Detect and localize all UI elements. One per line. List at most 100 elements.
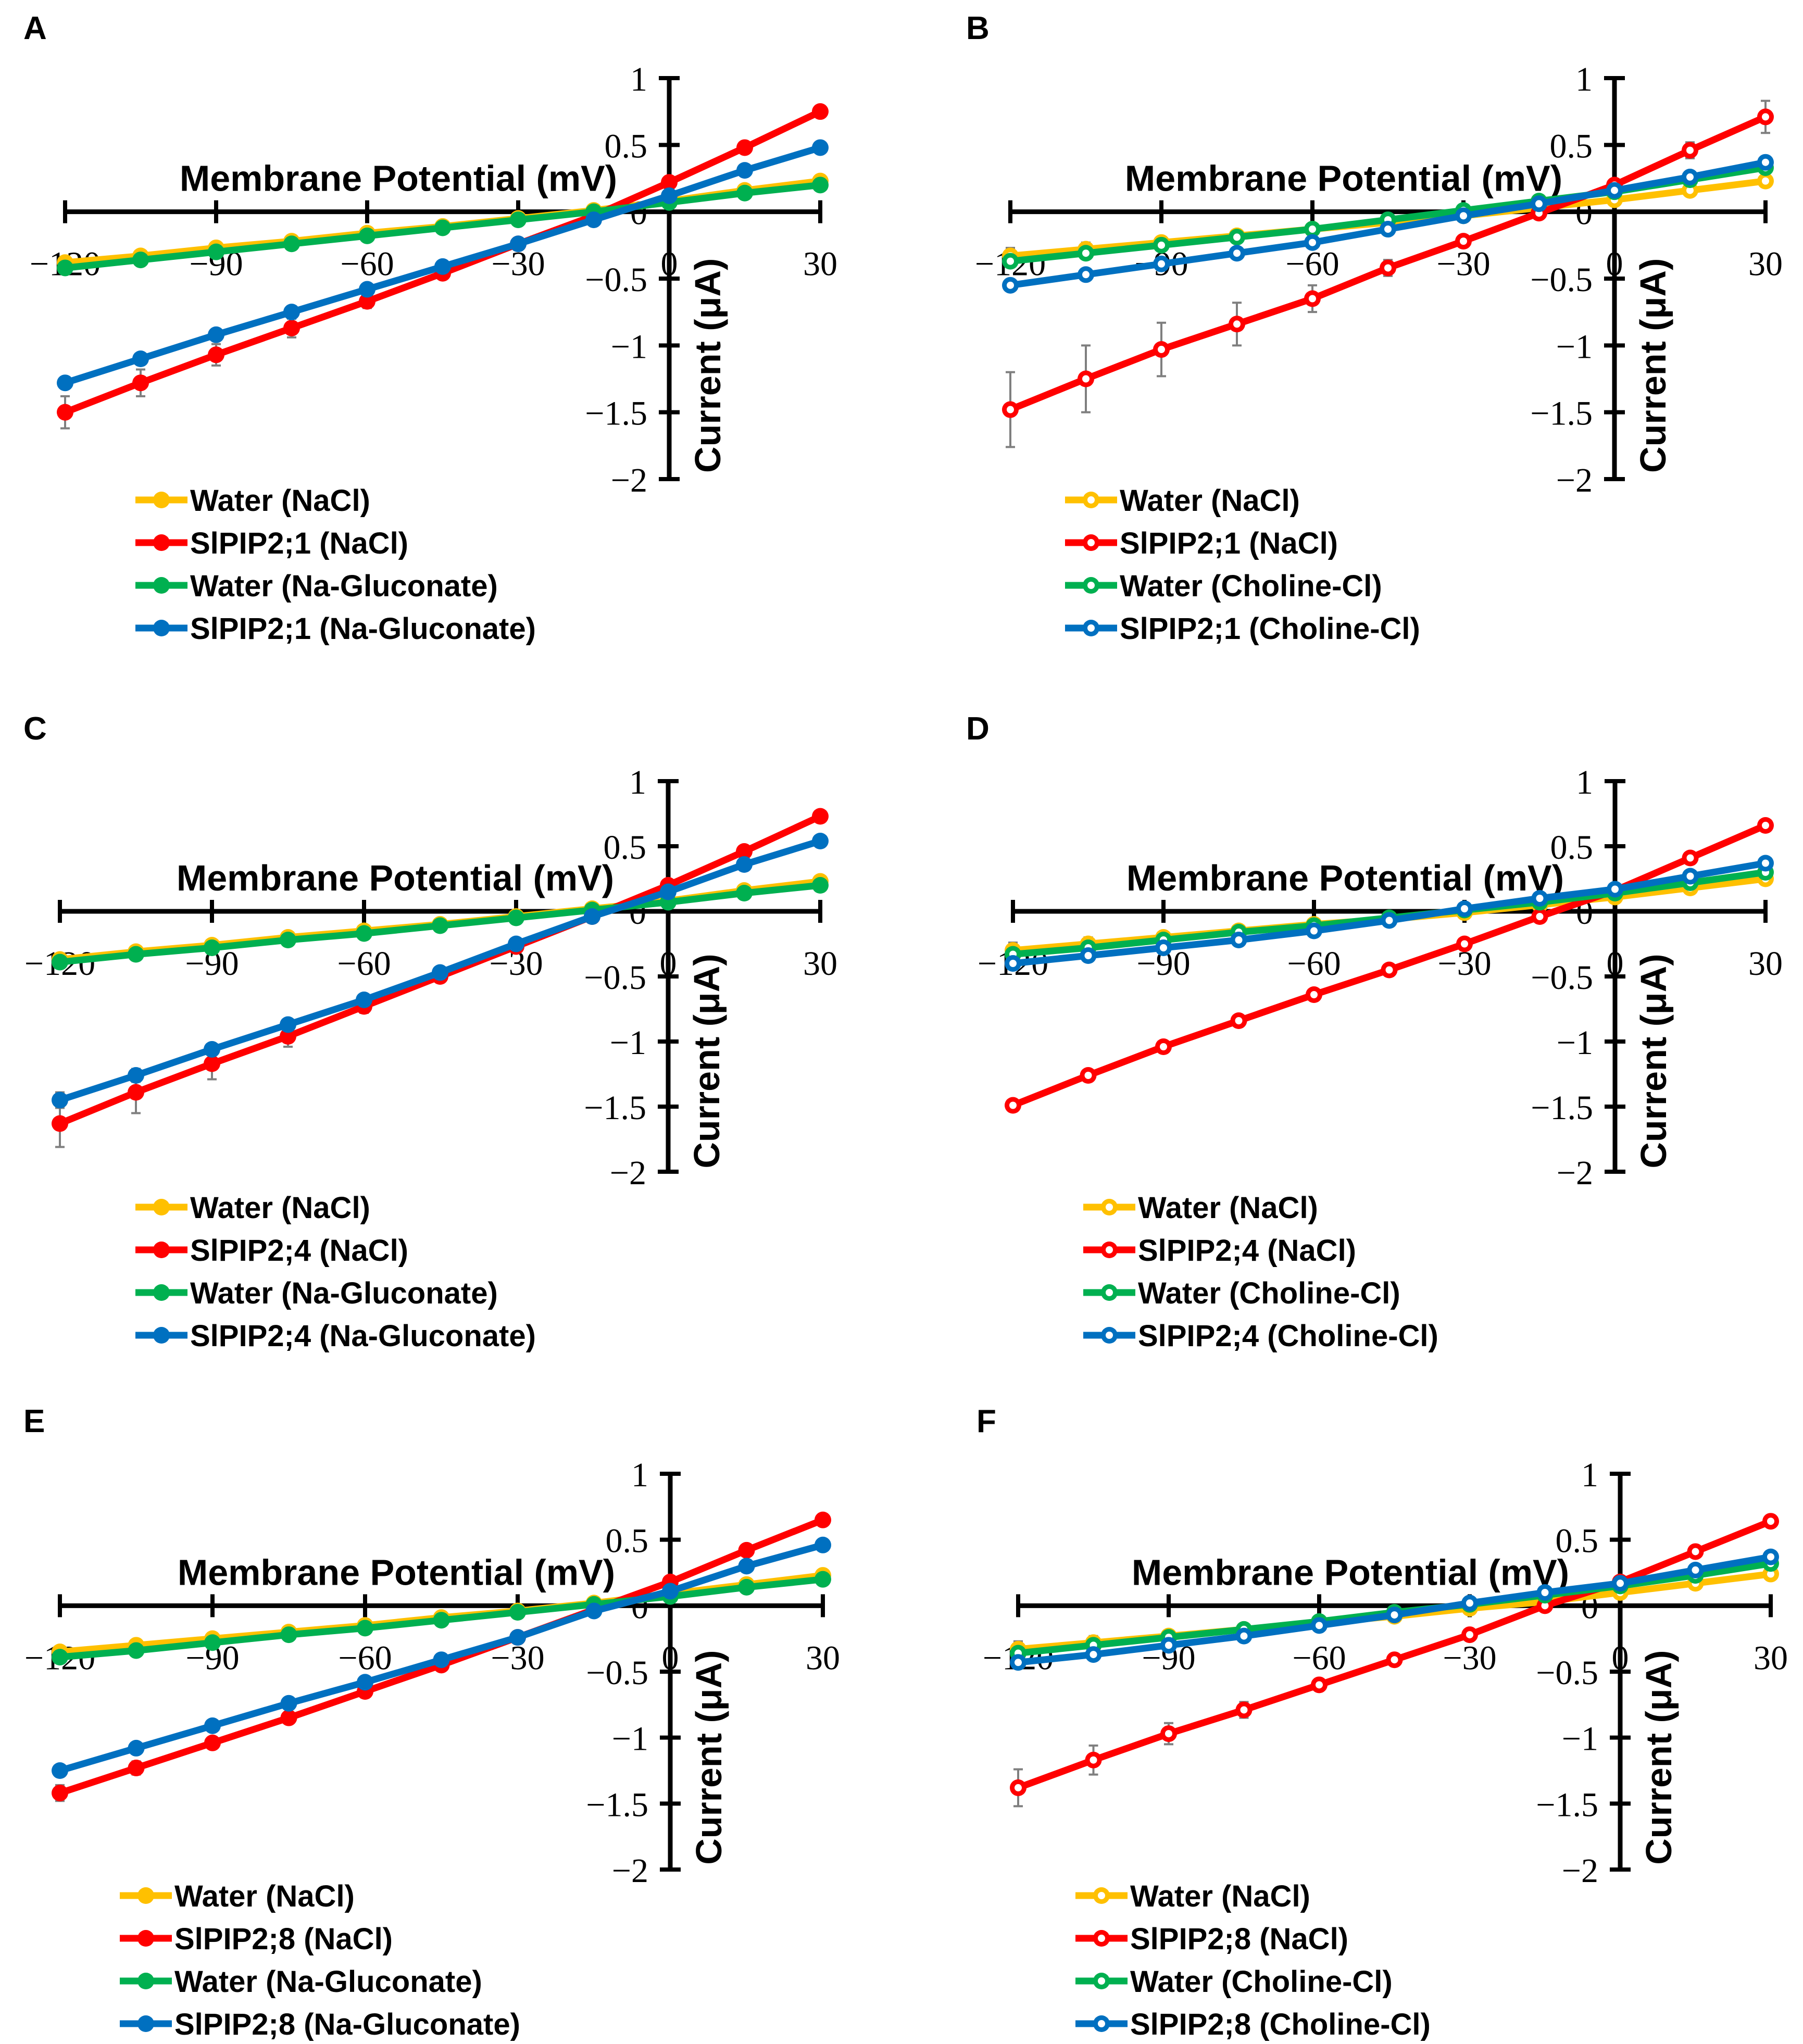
x-tick-label: 30 [1754,1639,1788,1677]
legend-item: Water (Na-Gluconate) [135,1276,498,1310]
data-point-center [1686,854,1694,862]
legend-item: Water (Na-Gluconate) [135,569,498,603]
panel-a: A−120−90−60−3003010.50−0.5−1−1.5−2Membra… [23,10,837,646]
legend-swatch-center [1087,582,1095,589]
data-point-center [1165,1730,1172,1738]
legend-swatch-marker [153,1284,170,1301]
legend-swatch-center [1087,624,1095,632]
data-point-center [1692,1548,1699,1556]
legend-swatch-center [1098,1892,1105,1899]
data-point-center [1007,406,1014,413]
legend-item: Water (Choline-Cl) [1075,1965,1393,1999]
panel-letter: F [976,1403,996,1439]
series-pip-alt [1005,855,1774,972]
data-point-center [1541,1589,1549,1596]
y-tick-label: −1 [1562,1720,1598,1758]
data-point-center [1233,249,1241,257]
data-point [204,1634,221,1651]
legend-item: Water (NaCl) [135,484,370,518]
x-axis-title: Membrane Potential (mV) [1125,158,1562,199]
panel-letter: D [966,711,990,747]
panel-d: D−120−90−60−3003010.50−0.5−1−1.5−2Membra… [966,711,1783,1353]
data-point-center [1617,1579,1624,1587]
data-point [128,946,144,963]
legend-item: SlPIP2;4 (NaCl) [135,1234,408,1268]
y-tick-label: 1 [1581,1456,1598,1494]
data-point-center [1009,960,1017,967]
data-point-center [1160,944,1167,951]
data-point-center [1762,859,1769,867]
legend-swatch-center [1098,1977,1105,1985]
data-point-center [1240,1706,1248,1714]
legend-swatch-center [1106,1289,1113,1296]
data-point [128,1739,145,1757]
data-point-center [1310,927,1318,935]
data-point-center [1316,1681,1323,1689]
y-tick-label: 0.5 [1556,1522,1599,1560]
x-axis-title: Membrane Potential (mV) [1132,1552,1569,1592]
data-point [57,404,73,421]
data-point-center [1767,1518,1774,1525]
data-point [359,293,375,310]
data-point-center [1090,1756,1097,1764]
data-point [738,1558,755,1575]
data-point [585,1602,603,1620]
x-axis-title: Membrane Potential (mV) [180,158,617,199]
legend-item: SlPIP2;1 (NaCl) [135,526,408,560]
y-tick-label: 1 [630,60,647,98]
data-point-center [1082,249,1090,257]
data-point-center [1160,1043,1167,1050]
x-tick-label: 30 [803,245,837,283]
legend-swatch-marker [153,1242,170,1258]
data-point [280,1028,296,1045]
data-point [52,1785,68,1802]
data-point [509,1604,526,1621]
data-point-center [1767,1553,1774,1561]
y-tick-label: −0.5 [1531,959,1593,997]
legend-label: SlPIP2;4 (Choline-Cl) [1138,1319,1438,1353]
legend-label: SlPIP2;1 (Na-Gluconate) [190,612,536,646]
data-point [660,883,677,900]
data-point [359,281,375,298]
legend-swatch-marker [153,577,170,594]
legend-label: Water (NaCl) [190,484,370,518]
data-point-center [1084,952,1092,959]
legend-label: SlPIP2;1 (NaCl) [1120,526,1338,560]
panel-f: F−120−90−60−3003010.50−0.5−1−1.5−2Membra… [976,1403,1788,2041]
legend-label: SlPIP2;8 (NaCl) [1130,1922,1348,1956]
legend-swatch-center [1087,539,1095,546]
y-tick-label: −0.5 [586,1654,648,1692]
data-point [359,227,375,244]
legend-swatch-center [1106,1332,1113,1339]
legend-item: SlPIP2;8 (NaCl) [120,1922,393,1956]
data-point [280,1709,297,1726]
series-pip-alt [52,833,829,1109]
data-point [812,877,829,894]
data-point-center [1084,1072,1092,1079]
data-point [736,184,753,202]
data-point [736,139,753,156]
data-point [815,1536,831,1553]
y-axis-title: Current (μA) [1633,954,1674,1168]
data-point-center [1158,346,1165,354]
legend-swatch-center [1098,2020,1105,2027]
x-tick-label: −60 [337,945,391,983]
x-tick-label: −60 [338,1639,392,1677]
series-pip-alt [57,139,829,392]
data-point [434,258,451,275]
data-point [283,304,300,321]
legend-label: SlPIP2;4 (NaCl) [190,1234,408,1268]
data-point-center [1460,237,1467,245]
series-pip-alt [1002,154,1774,294]
data-point [585,211,602,229]
legend-item: SlPIP2;4 (NaCl) [1083,1234,1356,1268]
data-point [584,908,600,925]
data-point-center [1090,1651,1097,1659]
legend-item: Water (Na-Gluconate) [120,1965,482,1999]
x-tick-label: 30 [1748,945,1783,983]
panel-letter: C [23,711,47,747]
series-pip-alt [52,1536,831,1779]
data-point [508,935,524,952]
data-point [357,1674,373,1691]
data-point [283,319,300,336]
